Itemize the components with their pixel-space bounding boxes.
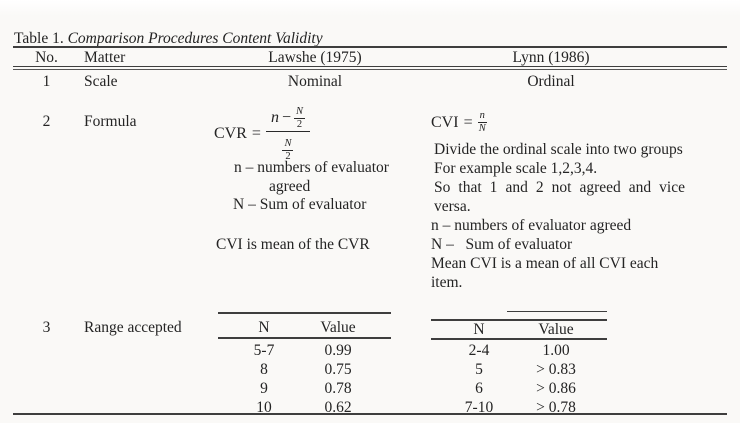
table-caption-title: Comparison Procedures Content Validity bbox=[67, 30, 323, 47]
row1-number: 1 bbox=[42, 73, 51, 90]
lynn-row1-n: 2-4 bbox=[468, 342, 490, 359]
lynn-row1-value: 1.00 bbox=[542, 342, 570, 359]
table-caption-label: Table 1. bbox=[14, 30, 64, 47]
row2-matter: Formula bbox=[84, 113, 137, 130]
cvr-inner-fraction-top: N 2 bbox=[293, 106, 305, 131]
lawshe-row1-n: 5-7 bbox=[253, 342, 275, 359]
column-header-matter: Matter bbox=[84, 49, 126, 66]
cvr-var-n: n bbox=[270, 109, 279, 127]
column-header-no: No. bbox=[35, 49, 58, 66]
lynn-row4-n: 7-10 bbox=[464, 399, 494, 416]
lynn-subtable-header-n: N bbox=[473, 321, 485, 338]
cvi-fraction-den: N bbox=[478, 123, 486, 134]
lynn-note-so-that: So that 1 and 2 not agreed and vice vers… bbox=[434, 179, 685, 215]
cvi-fraction-num: n bbox=[477, 109, 487, 123]
lynn-row4-value: > 0.78 bbox=[536, 399, 576, 416]
lynn-subtable-header-value: Value bbox=[538, 321, 574, 338]
lynn-subtable-top-rule-segment bbox=[507, 311, 607, 313]
cvr-minus-sign: − bbox=[281, 109, 291, 127]
lynn-row3-n: 6 bbox=[475, 380, 483, 397]
bottom-rule bbox=[13, 413, 727, 416]
row2-number: 2 bbox=[42, 113, 51, 130]
cvr-inner-num2: N bbox=[282, 138, 294, 151]
lawshe-note-n-definition-wrap: agreed bbox=[269, 178, 311, 195]
lawshe-subtable-header-n: N bbox=[258, 319, 270, 336]
lawshe-row3-n: 9 bbox=[260, 380, 268, 397]
lynn-note-mean-cvi: Mean CVI is a mean of all CVI each item. bbox=[431, 255, 659, 291]
lynn-subtable-top-rule bbox=[431, 319, 607, 321]
cvr-fraction-denominator: N 2 bbox=[282, 132, 294, 163]
header-rule bbox=[13, 66, 727, 70]
lynn-formula-cell: CVI = n N Divide the ordinal scale into … bbox=[431, 104, 685, 292]
lynn-row2-n: 5 bbox=[475, 361, 483, 378]
lynn-note-divide: Divide the ordinal scale into two groups bbox=[434, 141, 683, 158]
table-caption: Table 1. Comparison Procedures Content V… bbox=[14, 30, 323, 48]
cvr-inner-fraction-bottom: N 2 bbox=[282, 138, 294, 163]
cvr-inner-den: 2 bbox=[296, 119, 303, 131]
lawshe-subtable-header-rule bbox=[218, 337, 391, 339]
lynn-subtable-header-rule bbox=[431, 338, 607, 340]
lawshe-row3-value: 0.78 bbox=[324, 380, 352, 397]
cvr-fraction: n − N 2 N 2 bbox=[265, 106, 310, 163]
column-header-lawshe: Lawshe (1975) bbox=[268, 49, 362, 66]
cvi-fraction: n N bbox=[477, 109, 487, 134]
lawshe-row2-value: 0.75 bbox=[324, 361, 352, 378]
row3-number: 3 bbox=[42, 319, 51, 336]
cvi-formula-name: CVI bbox=[431, 113, 459, 131]
lawshe-row2-n: 8 bbox=[260, 361, 268, 378]
row1-lawshe-value: Nominal bbox=[287, 73, 343, 90]
cvi-formula: CVI = n N bbox=[431, 104, 685, 140]
lawshe-note-N-definition: N – Sum of evaluator bbox=[233, 196, 367, 213]
lawshe-note-n-definition: n – numbers of evaluator bbox=[234, 159, 389, 176]
lawshe-row1-value: 0.99 bbox=[324, 342, 352, 359]
lynn-row3-value: > 0.86 bbox=[536, 380, 576, 397]
top-rule bbox=[13, 46, 727, 48]
row1-matter: Scale bbox=[84, 73, 118, 90]
lawshe-subtable-header-value: Value bbox=[320, 319, 356, 336]
cvr-formula: CVR = n − N 2 N 2 bbox=[214, 106, 310, 162]
cvr-formula-equals: = bbox=[251, 125, 261, 143]
cvr-inner-den2: 2 bbox=[285, 151, 291, 163]
lawshe-row4-value: 0.62 bbox=[324, 399, 352, 416]
lynn-row2-value: > 0.83 bbox=[536, 361, 576, 378]
lynn-note-N-definition: N – Sum of evaluator bbox=[431, 236, 573, 253]
lynn-note-n-definition: n – numbers of evaluator agreed bbox=[431, 217, 632, 234]
cvr-inner-num: N bbox=[293, 106, 305, 119]
cvr-fraction-numerator: n − N 2 bbox=[265, 106, 310, 133]
lawshe-subtable-top-rule bbox=[218, 312, 391, 314]
cvi-formula-equals: = bbox=[463, 113, 473, 131]
lawshe-note-cvi-mean: CVI is mean of the CVR bbox=[216, 236, 370, 253]
lawshe-row4-n: 10 bbox=[256, 399, 272, 416]
column-header-lynn: Lynn (1986) bbox=[512, 49, 590, 66]
cvr-formula-name: CVR bbox=[214, 125, 247, 143]
row3-matter: Range accepted bbox=[84, 319, 182, 336]
row1-lynn-value: Ordinal bbox=[527, 73, 575, 90]
lynn-note-example: For example scale 1,2,3,4. bbox=[434, 160, 598, 177]
